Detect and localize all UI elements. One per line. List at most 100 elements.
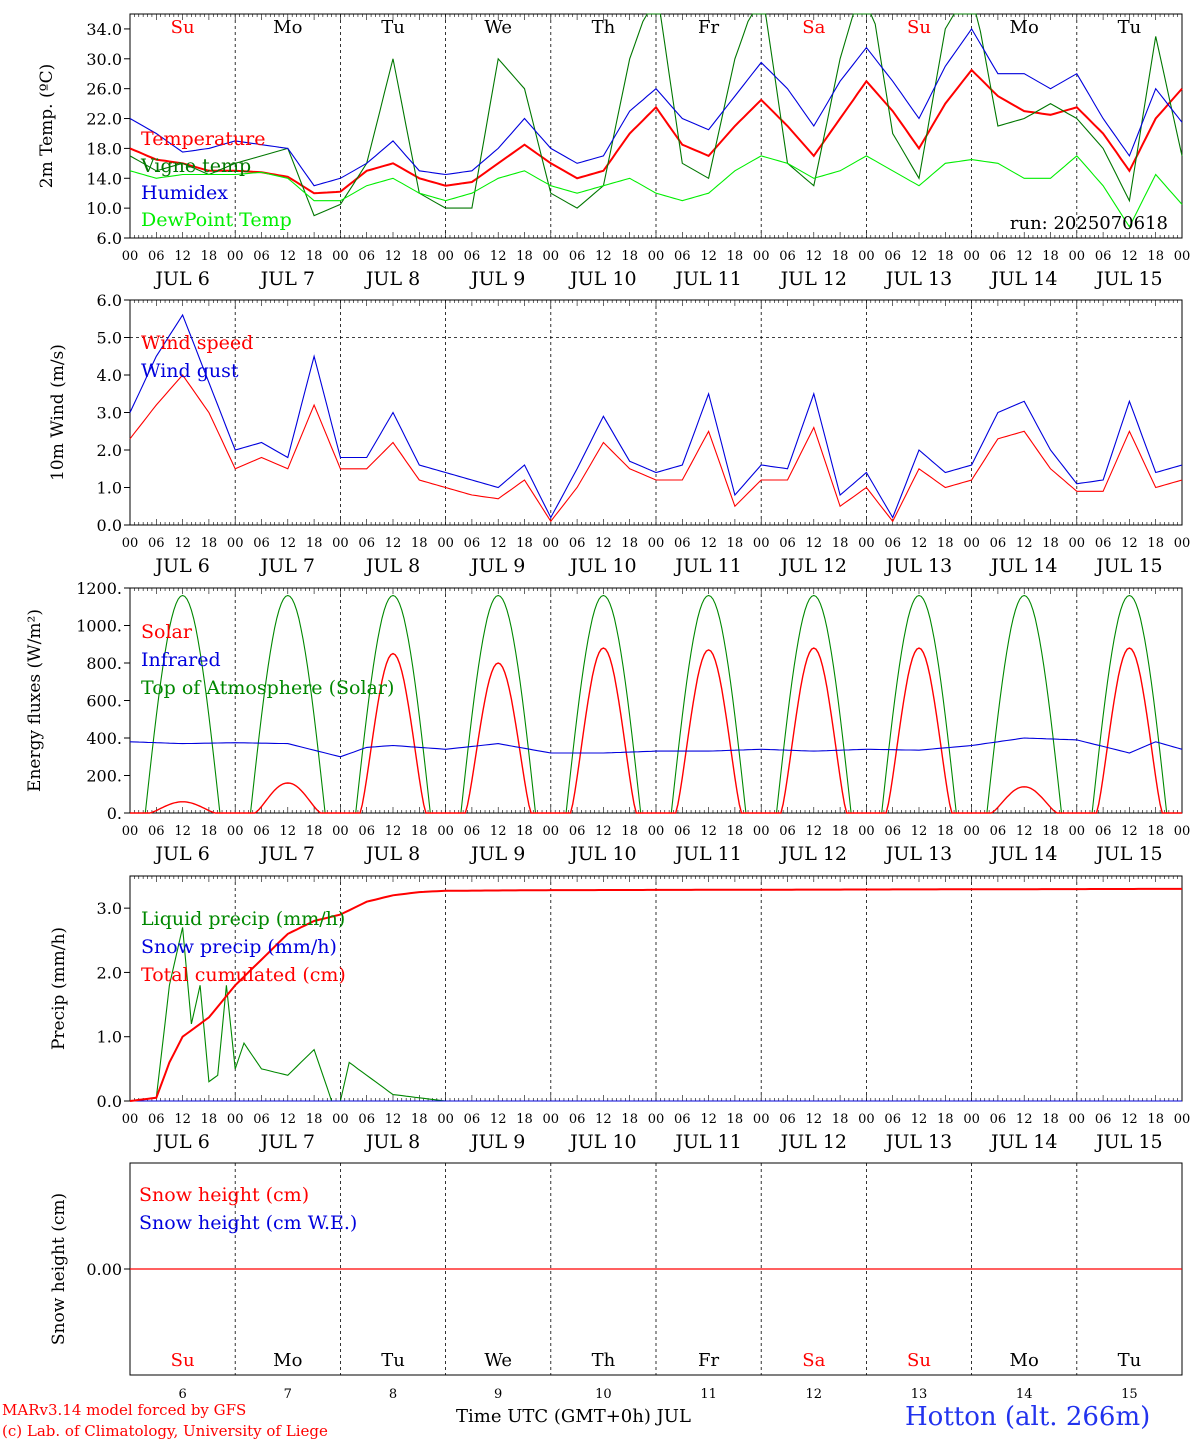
x-hour-label: 12 — [280, 824, 297, 839]
x-hour-label: 12 — [490, 1112, 507, 1127]
x-hour-label: 00 — [1069, 536, 1086, 551]
x-hour-label: 00 — [963, 536, 980, 551]
x-hour-label: 06 — [1095, 824, 1112, 839]
y-tick-label: 18.0 — [86, 139, 122, 158]
x-hour-label: 18 — [727, 1112, 744, 1127]
x-hour-label: 18 — [516, 824, 533, 839]
weekday-label-bottom: Tu — [1118, 1350, 1142, 1371]
weekday-label-top: Fr — [698, 17, 719, 38]
x-hour-label: 18 — [306, 1112, 323, 1127]
y-tick-label: 1200. — [76, 579, 122, 598]
x-hour-label: 00 — [543, 536, 560, 551]
weekday-label-top: Th — [592, 17, 616, 38]
x-hour-label: 18 — [1147, 536, 1164, 551]
x-hour-label: 00 — [227, 536, 244, 551]
x-hour-label: 06 — [779, 249, 796, 264]
x-hour-label: 12 — [911, 536, 928, 551]
x-hour-label: 06 — [358, 536, 375, 551]
x-hour-label: 00 — [753, 1112, 770, 1127]
x-hour-label: 12 — [385, 249, 402, 264]
x-hour-label: 12 — [1016, 536, 1033, 551]
legend-entry: Total cumulated (cm) — [141, 964, 346, 986]
y-tick-label: 6.0 — [97, 229, 122, 248]
x-hour-label: 12 — [806, 824, 823, 839]
x-hour-label: 12 — [700, 1112, 717, 1127]
x-day-label: JUL 15 — [1094, 268, 1162, 290]
weekday-label-top: Tu — [1118, 17, 1142, 38]
panel-frame-1 — [129, 299, 1183, 526]
x-hour-label: 00 — [122, 536, 139, 551]
bottom-day-number: 14 — [1016, 1387, 1033, 1402]
x-hour-label: 12 — [385, 824, 402, 839]
x-day-label: JUL 9 — [469, 555, 525, 577]
x-hour-label: 06 — [884, 824, 901, 839]
x-hour-label: 12 — [280, 249, 297, 264]
credit-lab: (c) Lab. of Climatology, University of L… — [2, 1422, 328, 1440]
x-hour-label: 06 — [990, 536, 1007, 551]
x-hour-label: 00 — [648, 824, 665, 839]
x-hour-label: 12 — [911, 249, 928, 264]
x-day-label: JUL 10 — [568, 555, 636, 577]
x-hour-label: 12 — [806, 536, 823, 551]
x-day-label: JUL 14 — [989, 555, 1057, 577]
x-hour-label: 18 — [201, 824, 218, 839]
x-hour-label: 06 — [990, 1112, 1007, 1127]
series-line-solar — [130, 647, 1182, 814]
x-hour-label: 06 — [990, 249, 1007, 264]
x-hour-label: 00 — [543, 249, 560, 264]
x-hour-label: 18 — [621, 824, 638, 839]
x-hour-label: 12 — [700, 536, 717, 551]
x-day-label: JUL 7 — [259, 1131, 315, 1153]
x-hour-label: 00 — [332, 1112, 349, 1127]
x-hour-label: 00 — [1174, 1112, 1191, 1127]
x-day-label: JUL 7 — [259, 268, 315, 290]
x-hour-label: 00 — [858, 1112, 875, 1127]
x-hour-label: 12 — [385, 1112, 402, 1127]
x-hour-label: 12 — [700, 249, 717, 264]
x-day-label: JUL 9 — [469, 268, 525, 290]
weekday-label-bottom: We — [484, 1350, 512, 1371]
bottom-day-number: 13 — [911, 1387, 928, 1402]
x-hour-label: 00 — [963, 824, 980, 839]
x-hour-label: 06 — [779, 1112, 796, 1127]
x-hour-label: 18 — [727, 824, 744, 839]
x-hour-label: 12 — [1121, 536, 1138, 551]
x-hour-label: 12 — [1121, 249, 1138, 264]
x-hour-label: 06 — [884, 1112, 901, 1127]
x-hour-label: 12 — [385, 536, 402, 551]
x-day-label: JUL 6 — [153, 1131, 209, 1153]
weekday-label-bottom: Mo — [273, 1350, 302, 1371]
x-hour-label: 00 — [753, 536, 770, 551]
y-axis-label: 10m Wind (m/s) — [48, 344, 68, 481]
x-day-label: JUL 10 — [568, 843, 636, 865]
x-hour-label: 18 — [306, 249, 323, 264]
x-hour-label: 18 — [411, 824, 428, 839]
y-tick-label: 3.0 — [97, 404, 122, 423]
x-hour-label: 00 — [332, 824, 349, 839]
legend-entry: Temperature — [141, 128, 265, 150]
x-hour-label: 06 — [148, 536, 165, 551]
x-hour-label: 06 — [674, 1112, 691, 1127]
x-hour-label: 18 — [937, 536, 954, 551]
panel-frame-2 — [129, 587, 1183, 814]
x-hour-label: 00 — [963, 249, 980, 264]
x-hour-label: 12 — [174, 249, 191, 264]
x-hour-label: 06 — [779, 536, 796, 551]
bottom-day-number: 10 — [595, 1387, 612, 1402]
legend-entry: Snow height (cm) — [139, 1184, 309, 1206]
x-hour-label: 12 — [911, 824, 928, 839]
weekday-label-top: Mo — [1010, 17, 1039, 38]
x-day-label: JUL 13 — [884, 268, 952, 290]
bottom-day-number: 7 — [284, 1387, 292, 1402]
x-day-label: JUL 11 — [673, 555, 741, 577]
x-hour-label: 00 — [227, 1112, 244, 1127]
legend-entry: Humidex — [141, 182, 228, 204]
x-hour-label: 06 — [569, 824, 586, 839]
x-hour-label: 12 — [806, 249, 823, 264]
y-axis-label: Precip (mm/h) — [49, 927, 69, 1050]
legend-entry: Vigne temp — [140, 155, 251, 177]
x-day-label: JUL 12 — [779, 555, 847, 577]
x-hour-label: 00 — [122, 1112, 139, 1127]
x-hour-label: 00 — [858, 824, 875, 839]
x-hour-label: 18 — [201, 536, 218, 551]
